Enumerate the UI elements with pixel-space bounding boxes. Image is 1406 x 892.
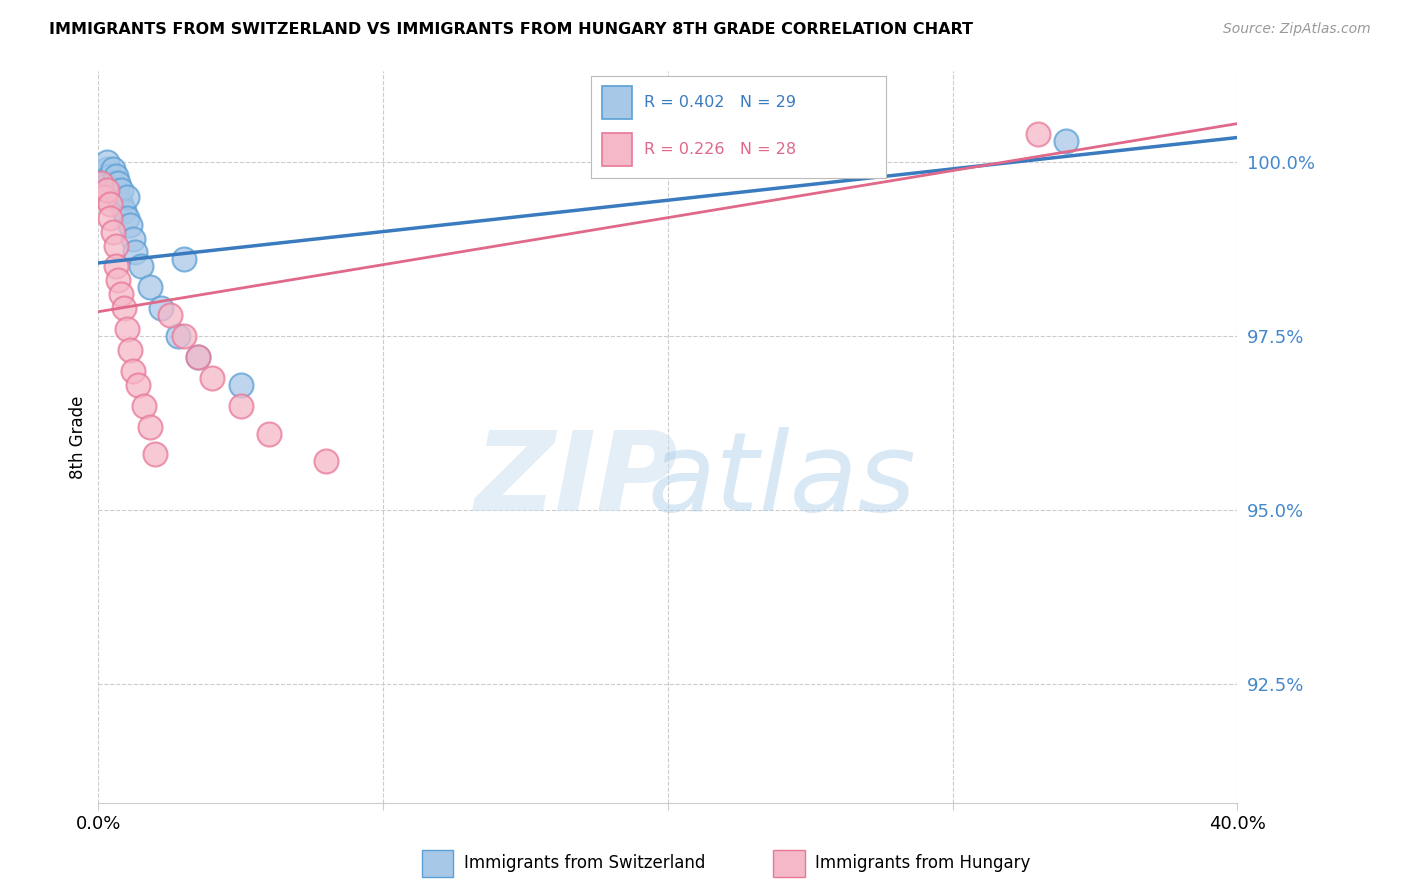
Point [229,377,252,392]
Point [132,399,155,413]
Point [115,190,138,204]
Point [124,245,146,260]
Point [1026,127,1049,141]
Point [98,183,121,197]
Y-axis label: 8th Grade: 8th Grade [69,395,87,479]
Point [112,203,135,218]
Point [742,141,765,155]
Point [187,350,209,364]
Point [101,176,124,190]
Point [90,169,112,183]
Point [110,196,132,211]
Text: Immigrants from Hungary: Immigrants from Hungary [815,854,1031,872]
Point [101,225,124,239]
Point [104,183,127,197]
Text: ZIP: ZIP [475,427,679,534]
Point [201,371,224,385]
Bar [422,850,454,877]
Point [107,273,129,287]
Text: R = 0.226   N = 28: R = 0.226 N = 28 [644,142,796,157]
Text: atlas: atlas [647,427,917,534]
Point [110,183,132,197]
Point [173,329,195,343]
Text: Source: ZipAtlas.com: Source: ZipAtlas.com [1223,22,1371,37]
Text: Immigrants from Switzerland: Immigrants from Switzerland [464,854,706,872]
Point [259,426,281,441]
Text: R = 0.402   N = 29: R = 0.402 N = 29 [644,95,796,110]
Point [138,419,160,434]
Point [93,176,115,190]
Bar [602,133,631,166]
Point [107,190,129,204]
Point [101,161,124,176]
Point [173,252,195,267]
Point [167,329,190,343]
Point [98,169,121,183]
Point [118,343,141,357]
Point [96,183,118,197]
Point [138,280,160,294]
Point [118,218,141,232]
Point [150,301,173,316]
Point [104,169,127,183]
Point [187,350,209,364]
Point [112,301,135,316]
Point [104,238,127,252]
Point [315,454,337,468]
Point [121,231,143,245]
Point [129,260,152,274]
Point [159,308,181,322]
Bar [602,87,631,119]
Point [1056,134,1078,148]
Point [145,448,167,462]
Point [107,176,129,190]
Text: IMMIGRANTS FROM SWITZERLAND VS IMMIGRANTS FROM HUNGARY 8TH GRADE CORRELATION CHA: IMMIGRANTS FROM SWITZERLAND VS IMMIGRANT… [49,22,973,37]
Point [229,399,252,413]
Point [115,211,138,225]
Point [127,377,149,392]
Point [98,196,121,211]
Point [104,260,127,274]
Point [93,190,115,204]
Point [121,364,143,378]
Point [98,211,121,225]
Point [115,322,138,336]
Point [96,155,118,169]
Point [600,134,623,148]
Bar [773,850,806,877]
Point [90,176,112,190]
Point [96,161,118,176]
Point [110,287,132,301]
